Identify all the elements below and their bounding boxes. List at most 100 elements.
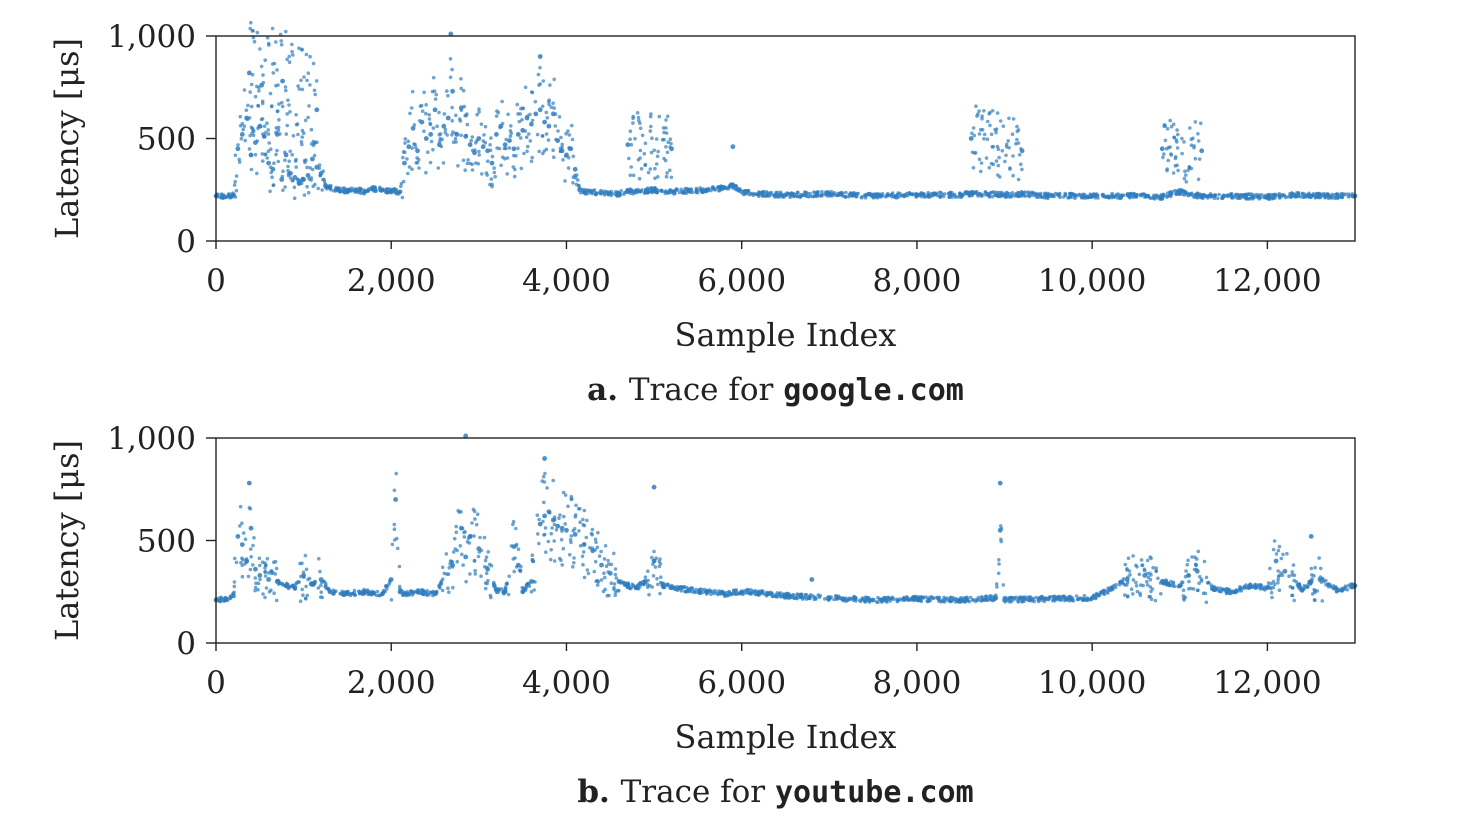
x-tick-label: 6,000 [697,665,786,701]
data-point [415,148,420,154]
density-point [317,163,322,167]
density-point [902,194,906,199]
data-point [441,123,447,129]
density-point [424,170,428,175]
density-point [1039,191,1043,196]
density-point [606,191,611,196]
density-point [263,566,267,570]
density-point [680,189,684,194]
density-point [234,188,239,193]
density-point [745,189,749,193]
density-point [482,133,486,137]
density-point [551,101,555,105]
density-point [561,490,566,495]
density-point [436,166,441,170]
density-point [290,153,295,157]
density-point [629,165,633,169]
density-point [508,129,513,133]
x-tick-label: 12,000 [1213,665,1321,701]
data-point [246,480,252,486]
density-point [1319,566,1323,571]
density-point [655,154,660,159]
density-point [760,194,765,198]
density-point [542,500,546,505]
density-point [483,586,488,591]
density-point [648,114,653,119]
density-point [422,129,426,133]
density-point [319,583,323,588]
density-point [1193,156,1198,161]
density-point [1175,163,1179,168]
density-point [272,61,277,66]
density-point [268,91,273,96]
density-point [1221,587,1226,592]
density-point [658,557,662,561]
density-point [768,191,773,195]
density-point [1192,146,1196,150]
density-point [349,592,353,596]
density-point [606,558,610,563]
caption-domain: google.com [783,373,964,408]
density-point [275,68,279,72]
density-point [259,124,263,129]
density-point [1171,580,1176,585]
density-point [469,534,473,538]
density-point [1256,195,1261,200]
density-point [303,553,308,558]
density-point [306,190,311,195]
density-point [578,544,583,548]
data-point [480,144,486,150]
density-point [470,135,475,139]
density-point [286,173,291,178]
density-point [287,103,291,107]
density-point [787,596,792,600]
density-point [444,552,449,556]
density-point [1199,121,1203,126]
density-point [779,192,783,196]
density-point [462,104,467,109]
density-point [750,191,755,196]
density-point [505,172,510,176]
density-point [1134,580,1138,585]
density-point [1181,588,1186,592]
density-point [1324,583,1328,587]
density-point [308,54,312,59]
density-point [1131,592,1135,596]
density-point [1173,155,1178,159]
density-point [552,155,556,159]
density-point [998,119,1003,123]
density-point [454,530,459,535]
density-point [645,585,650,590]
density-point [276,128,281,133]
density-point [1023,190,1027,194]
density-point [290,49,294,54]
density-point [514,526,518,531]
density-point [1292,578,1296,583]
density-point [784,596,789,600]
density-point [292,185,297,190]
density-point [299,140,304,144]
density-point [965,190,970,194]
data-point [432,107,438,113]
density-point [316,186,321,191]
density-point [635,111,640,115]
density-point [665,150,670,155]
density-point [426,150,430,154]
density-point [582,575,587,580]
density-point [1201,193,1205,197]
density-point [690,586,694,590]
density-point [1282,193,1287,198]
density-point [702,188,706,193]
chart-google: 0 2,000 4,000 6,000 8,000 10,000 12,000 0 500 1,0… [48,19,1358,408]
density-point [250,126,255,131]
density-point [1290,570,1294,574]
density-point [994,582,999,586]
density-point [266,128,271,132]
density-point [507,574,512,579]
density-point [1000,149,1005,153]
density-point [989,132,994,137]
density-point [1095,593,1099,597]
density-point [517,119,522,124]
density-point [1205,194,1210,199]
density-point [1317,191,1322,196]
